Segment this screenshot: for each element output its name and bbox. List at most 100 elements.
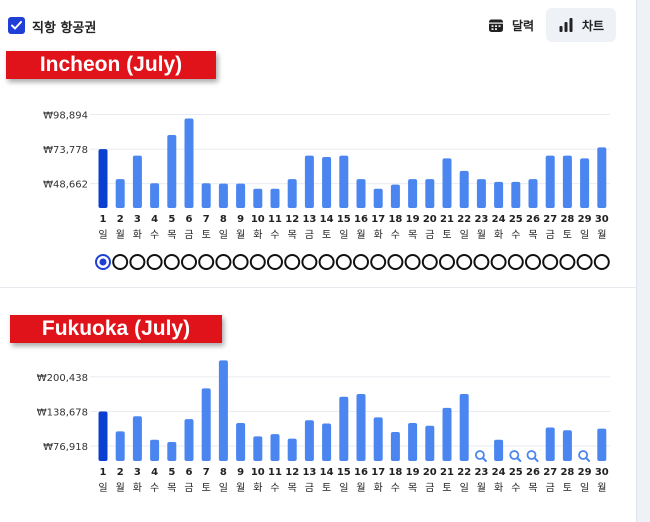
day-selector[interactable] (163, 254, 180, 270)
fare-bar[interactable] (218, 360, 228, 461)
day-selector[interactable] (318, 254, 335, 270)
fare-bar[interactable] (115, 431, 125, 461)
fare-bar[interactable] (408, 179, 418, 208)
fare-bar[interactable] (253, 188, 263, 208)
day-selector[interactable] (593, 254, 610, 270)
fare-bar[interactable] (562, 155, 572, 208)
fare-bar[interactable] (218, 183, 228, 208)
weekday-label: 토 (442, 230, 451, 241)
day-selector[interactable] (490, 254, 507, 270)
day-selector[interactable] (249, 254, 266, 270)
fare-bar[interactable] (597, 428, 607, 461)
fare-bar[interactable] (580, 158, 590, 208)
calendar-view-button[interactable]: 달력 (476, 8, 546, 42)
fare-bar[interactable] (132, 155, 142, 208)
day-selector[interactable] (198, 254, 215, 270)
day-selector[interactable] (370, 254, 387, 270)
fare-bar[interactable] (545, 155, 555, 208)
day-selector[interactable] (421, 254, 438, 270)
y-tick-label: ₩138,678 (37, 407, 88, 418)
fare-bar[interactable] (442, 407, 452, 461)
weekday-label: 화 (374, 482, 383, 494)
day-selector[interactable] (542, 254, 559, 270)
day-selector[interactable] (576, 254, 593, 270)
fare-bar[interactable] (98, 149, 108, 208)
day-selector[interactable] (215, 254, 232, 270)
fare-bar[interactable] (442, 158, 452, 208)
fare-bar[interactable] (597, 147, 607, 208)
fare-bar[interactable] (115, 179, 125, 208)
search-icon[interactable] (509, 450, 522, 462)
fare-bar[interactable] (322, 157, 332, 208)
fare-bar[interactable] (390, 431, 400, 461)
day-selector[interactable] (456, 254, 473, 270)
fare-bar[interactable] (184, 419, 194, 461)
day-selector[interactable] (181, 254, 197, 270)
day-selector[interactable] (353, 254, 369, 270)
fare-bar[interactable] (494, 181, 504, 208)
fare-bar[interactable] (339, 155, 349, 208)
fare-bar[interactable] (150, 439, 160, 461)
search-icon[interactable] (474, 450, 487, 462)
chart-view-button[interactable]: 차트 (546, 8, 616, 42)
y-tick-label: ₩48,662 (43, 180, 88, 191)
day-selector[interactable] (267, 254, 283, 270)
day-selector[interactable] (507, 254, 524, 270)
day-label: 17 (371, 467, 385, 478)
day-label: 3 (134, 467, 141, 478)
fare-bar[interactable] (425, 425, 435, 461)
fare-bar[interactable] (494, 439, 504, 461)
day-selector[interactable] (232, 254, 249, 270)
fare-bar[interactable] (201, 183, 211, 208)
fare-bar[interactable] (562, 430, 572, 461)
fare-bar[interactable] (425, 179, 435, 208)
fare-bar[interactable] (339, 396, 349, 461)
fare-bar[interactable] (304, 420, 314, 461)
search-icon[interactable] (526, 450, 539, 462)
weekday-label: 수 (391, 229, 400, 241)
fare-bar[interactable] (322, 423, 332, 461)
day-selector[interactable] (525, 254, 541, 270)
day-selector[interactable] (559, 254, 576, 270)
day-selector[interactable] (146, 254, 163, 270)
day-selector[interactable] (112, 254, 129, 270)
fare-bar[interactable] (270, 434, 280, 461)
fare-bar[interactable] (511, 181, 521, 208)
day-selector[interactable] (473, 254, 490, 270)
direct-flight-checkbox[interactable] (8, 17, 25, 34)
fare-bar[interactable] (167, 135, 177, 208)
fare-bar[interactable] (356, 393, 366, 461)
fare-bar[interactable] (184, 118, 194, 208)
fare-bar[interactable] (545, 427, 555, 461)
fare-bar[interactable] (459, 170, 469, 208)
fare-bar[interactable] (150, 183, 160, 208)
fare-bar[interactable] (476, 179, 486, 208)
day-selector[interactable] (301, 254, 318, 270)
search-icon[interactable] (578, 450, 591, 462)
fare-bar[interactable] (201, 388, 211, 461)
fare-bar[interactable] (390, 184, 400, 208)
fare-bar[interactable] (253, 436, 263, 461)
fare-bar[interactable] (459, 393, 469, 461)
day-selector[interactable] (335, 254, 352, 270)
fare-bar[interactable] (304, 155, 314, 208)
fare-bar[interactable] (167, 442, 177, 461)
fare-bar[interactable] (98, 411, 108, 461)
day-selector[interactable] (439, 254, 455, 270)
fare-bar[interactable] (528, 179, 538, 208)
day-selector[interactable] (404, 254, 421, 270)
fare-bar[interactable] (408, 423, 418, 461)
fare-bar[interactable] (373, 188, 383, 208)
fare-bar[interactable] (132, 416, 142, 461)
fare-bar[interactable] (373, 417, 383, 461)
fare-bar[interactable] (287, 438, 297, 461)
fare-bar[interactable] (356, 179, 366, 208)
fare-bar[interactable] (236, 183, 246, 208)
day-selector[interactable] (284, 254, 301, 270)
day-label: 4 (151, 214, 158, 225)
fare-bar[interactable] (270, 188, 280, 208)
fare-bar[interactable] (236, 423, 246, 461)
day-selector[interactable] (129, 254, 146, 270)
day-selector[interactable] (387, 254, 404, 270)
fare-bar[interactable] (287, 179, 297, 208)
